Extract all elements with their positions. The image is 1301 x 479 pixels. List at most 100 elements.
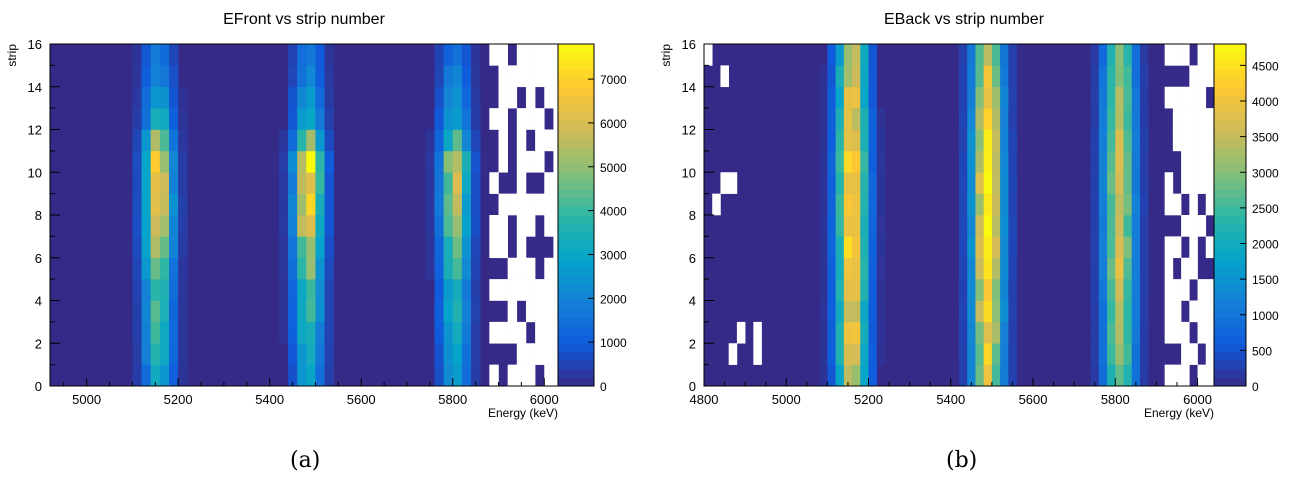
heatmap-cell bbox=[507, 279, 518, 301]
color-scale-band bbox=[1214, 112, 1246, 122]
heatmap-cell bbox=[297, 86, 307, 109]
heatmap-cell bbox=[1189, 129, 1198, 152]
heatmap-cell bbox=[132, 86, 142, 109]
heatmap-cell bbox=[461, 343, 472, 365]
heatmap-cell bbox=[835, 86, 845, 109]
heatmap-cell bbox=[1181, 172, 1190, 194]
heatmap-cell bbox=[306, 257, 316, 280]
heatmap-cell bbox=[471, 172, 481, 194]
heatmap-cell bbox=[983, 343, 993, 365]
y-tick-label: 2 bbox=[35, 336, 42, 351]
heatmap-cell bbox=[452, 129, 463, 152]
heatmap-cell bbox=[287, 44, 298, 66]
heatmap-cell bbox=[452, 193, 463, 216]
heatmap-cell bbox=[1008, 129, 1017, 152]
heatmap-cell bbox=[306, 343, 316, 365]
heatmap-cell bbox=[819, 86, 828, 109]
heatmap-cell bbox=[1164, 44, 1174, 66]
heatmap-cell bbox=[287, 321, 298, 344]
heatmap-cell bbox=[983, 86, 993, 109]
heatmap-cell bbox=[819, 257, 828, 280]
heatmap-cell bbox=[1131, 193, 1141, 216]
heatmap-cell bbox=[1115, 150, 1124, 173]
heatmap-cell bbox=[553, 343, 559, 365]
heatmap-cell bbox=[1189, 236, 1198, 259]
heatmap-cell bbox=[452, 215, 463, 237]
heatmap-cell bbox=[1197, 215, 1207, 237]
heatmap-cell bbox=[178, 343, 188, 365]
heatmap-cell bbox=[975, 215, 984, 237]
heatmap-cell bbox=[1123, 44, 1133, 66]
heatmap-cell bbox=[1115, 236, 1124, 259]
heatmap-cell bbox=[452, 300, 463, 323]
heatmap-cell bbox=[1107, 215, 1116, 237]
heatmap-cell bbox=[1098, 193, 1108, 216]
heatmap-cell bbox=[150, 321, 161, 344]
heatmap-cell bbox=[159, 236, 170, 259]
heatmap-cell bbox=[1172, 193, 1182, 216]
heatmap-cell bbox=[553, 86, 559, 109]
heatmap-cell bbox=[1090, 257, 1100, 280]
heatmap-cell bbox=[132, 343, 142, 365]
heatmap-cell bbox=[1139, 150, 1149, 173]
heatmap-cell bbox=[991, 321, 1001, 344]
heatmap-cell bbox=[168, 150, 179, 173]
heatmap-cell bbox=[324, 279, 335, 301]
heatmap-cell bbox=[1131, 150, 1141, 173]
heatmap-cell bbox=[315, 300, 325, 323]
heatmap-cell bbox=[315, 150, 325, 173]
heatmap-cell bbox=[1123, 343, 1133, 365]
heatmap-cell bbox=[315, 86, 325, 109]
heatmap-cell bbox=[843, 300, 853, 323]
heatmap-cell bbox=[516, 193, 527, 216]
heatmap-cell bbox=[1098, 129, 1108, 152]
heatmap-cell bbox=[1090, 150, 1100, 173]
heatmap-cell bbox=[819, 129, 828, 152]
color-scale-band bbox=[558, 138, 594, 147]
heatmap-cell bbox=[1131, 300, 1141, 323]
heatmap-cell bbox=[434, 321, 444, 344]
heatmap-cell bbox=[535, 65, 545, 88]
heatmap-cell bbox=[443, 65, 454, 88]
heatmap-cell bbox=[287, 364, 298, 387]
heatmap-cell bbox=[991, 193, 1001, 216]
color-scale-band bbox=[1214, 180, 1246, 190]
heatmap-cell bbox=[967, 257, 976, 280]
heatmap-cell bbox=[471, 129, 481, 152]
heatmap-cell bbox=[525, 364, 536, 387]
heatmap-cell bbox=[959, 279, 968, 301]
heatmap-cell bbox=[324, 343, 335, 365]
heatmap-cell bbox=[1181, 108, 1190, 130]
heatmap-cell bbox=[1164, 321, 1174, 344]
heatmap-cell bbox=[1172, 108, 1182, 130]
heatmap-cell bbox=[297, 343, 307, 365]
color-scale-band bbox=[558, 334, 594, 344]
heatmap-cell bbox=[315, 193, 325, 216]
heatmap-cell bbox=[959, 343, 968, 365]
heatmap-cell bbox=[1131, 65, 1141, 88]
color-scale-band bbox=[558, 283, 594, 293]
heatmap-cell bbox=[434, 364, 444, 387]
color-scale-band bbox=[1214, 206, 1246, 216]
heatmap-cell bbox=[1197, 86, 1207, 109]
heatmap-cell bbox=[434, 236, 444, 259]
heatmap-cell bbox=[434, 86, 444, 109]
heatmap-cell bbox=[535, 108, 545, 130]
heatmap-cell bbox=[443, 364, 454, 387]
heatmap-cell bbox=[959, 300, 968, 323]
heatmap-cell bbox=[1164, 172, 1174, 194]
heatmap-cell bbox=[983, 108, 993, 130]
heatmap-cell bbox=[443, 343, 454, 365]
heatmap-cell bbox=[975, 193, 984, 216]
heatmap-cell bbox=[1205, 321, 1215, 344]
heatmap-cell bbox=[498, 193, 508, 216]
heatmap-cell bbox=[178, 364, 188, 387]
heatmap-cell bbox=[425, 257, 435, 280]
heatmap-cell bbox=[324, 364, 335, 387]
heatmap-cell bbox=[1000, 108, 1009, 130]
heatmap-cell bbox=[868, 86, 878, 109]
heatmap-cell bbox=[1197, 321, 1207, 344]
heatmap-cell bbox=[1139, 129, 1149, 152]
heatmap-cell bbox=[443, 300, 454, 323]
heatmap-cell bbox=[819, 279, 828, 301]
